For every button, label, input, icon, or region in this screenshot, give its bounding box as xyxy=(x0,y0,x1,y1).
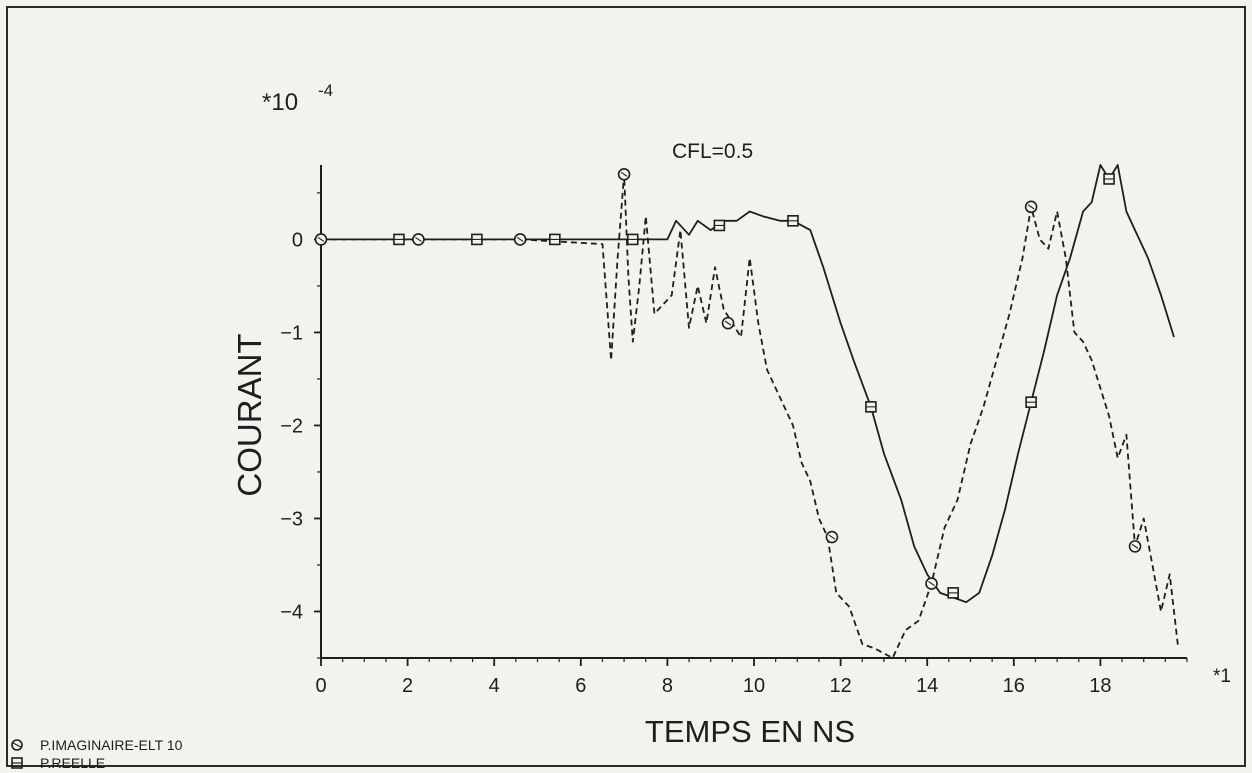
series-markers xyxy=(314,168,1142,599)
marker-circle-tick xyxy=(620,171,628,177)
legend-marker-circle xyxy=(11,739,23,751)
y-multiplier-exponent: -4 xyxy=(318,81,333,100)
chart-title: CFL=0.5 xyxy=(672,140,753,163)
marker-circle-tick xyxy=(724,320,732,326)
x-tick-label: 8 xyxy=(662,675,673,697)
outer-frame xyxy=(6,6,1246,767)
marker-circle-tick xyxy=(828,534,836,540)
legend: P.IMAGINAIRE-ELT 10 P.REELLE xyxy=(11,737,183,771)
y-tick-label: −2 xyxy=(280,415,303,437)
chart-labels: *10 -4 CFL=0.5 TEMPS EN NS COURANT *1 xyxy=(231,81,1231,749)
legend-item-imaginaire: P.IMAGINAIRE-ELT 10 xyxy=(11,737,183,753)
marker-circle-tick xyxy=(516,236,524,242)
marker-circle-tick xyxy=(1131,543,1139,549)
series-line-reelle xyxy=(321,164,1175,604)
x-axis-title: TEMPS EN NS xyxy=(645,714,855,749)
y-tick-label: 0 xyxy=(292,229,303,251)
marker-circle-tick xyxy=(928,581,935,587)
y-tick-label: −4 xyxy=(280,601,303,623)
x-tick-label: 16 xyxy=(1003,675,1025,697)
legend-label-imaginaire: P.IMAGINAIRE-ELT 10 xyxy=(40,737,183,753)
x-tick-label: 14 xyxy=(916,675,938,697)
y-multiplier: *10 xyxy=(262,89,298,116)
x-tick-label: 18 xyxy=(1089,675,1111,697)
series-lines xyxy=(321,164,1180,659)
marker-circle-tick xyxy=(1027,204,1035,210)
legend-label-reelle: P.REELLE xyxy=(40,755,105,771)
y-tick-label: −3 xyxy=(280,508,303,530)
x-tick-label: 0 xyxy=(315,675,326,697)
x-tick-label: 6 xyxy=(575,675,586,697)
y-axis-title: COURANT xyxy=(231,333,268,496)
legend-item-reelle: P.REELLE xyxy=(11,755,105,771)
marker-circle-tick xyxy=(317,236,325,242)
marker-circle-tick xyxy=(415,236,422,242)
legend-marker-circle-tick xyxy=(12,742,22,748)
x-multiplier: *1 xyxy=(1213,666,1231,687)
axes: 0 −1 −2 −3 −4 0 2 4 6 8 10 12 14 16 18 xyxy=(280,165,1188,697)
x-tick-label: 10 xyxy=(743,675,765,697)
x-tick-label: 2 xyxy=(402,675,413,697)
x-tick-label: 4 xyxy=(489,675,500,697)
y-tick-label: −1 xyxy=(280,322,303,344)
series-line-imaginaire xyxy=(321,173,1180,659)
x-tick-label: 12 xyxy=(829,675,851,697)
